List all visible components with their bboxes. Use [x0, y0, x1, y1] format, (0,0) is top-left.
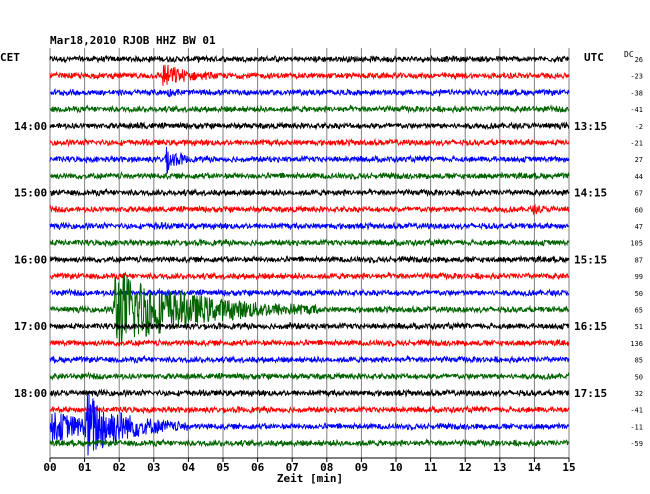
- x-tick-label: 08: [320, 461, 333, 474]
- seismogram-trace-row-20: [49, 388, 570, 398]
- left-hour-label: 18:00: [14, 387, 47, 400]
- seismogram-trace-row-5: [49, 137, 570, 148]
- seismogram-trace-row-9: [49, 203, 570, 216]
- dc-offset-label: 50: [635, 290, 643, 298]
- right-hour-label: 15:15: [574, 253, 607, 266]
- x-tick-label: 13: [493, 461, 506, 474]
- x-tick-label: 11: [424, 461, 438, 474]
- dc-offset-label: 50: [635, 373, 643, 381]
- x-tick-label: 12: [459, 461, 472, 474]
- dc-offset-label: -11: [630, 423, 643, 431]
- dc-offset-label: -2: [635, 123, 643, 131]
- left-hour-label: 16:00: [14, 253, 47, 266]
- dc-offset-label: 27: [635, 156, 643, 164]
- dc-offset-label: -21: [630, 140, 643, 148]
- left-timezone-label: CET: [0, 51, 20, 64]
- seismogram-trace-row-8: [49, 187, 570, 198]
- grid: [49, 48, 570, 462]
- seismogram-trace-row-14: [49, 287, 570, 298]
- dc-offset-label: 32: [635, 390, 643, 398]
- dc-offset-label: 85: [635, 357, 643, 365]
- x-tick-label: 01: [78, 461, 92, 474]
- x-tick-label: 09: [355, 461, 368, 474]
- right-hour-label: 16:15: [574, 320, 607, 333]
- dc-offset-label: 51: [635, 323, 643, 331]
- x-tick-label: 03: [147, 461, 160, 474]
- plot-title: Mar18,2010 RJOB HHZ BW 01: [50, 34, 216, 47]
- dc-offset-label: 44: [635, 173, 643, 181]
- x-tick-label: 06: [251, 461, 265, 474]
- seismogram-trace-row-10: [49, 221, 570, 231]
- right-hour-label: 14:15: [574, 187, 607, 200]
- left-hour-label: 17:00: [14, 320, 47, 333]
- left-hour-label: 15:00: [14, 187, 47, 200]
- seismogram-trace-row-16: [49, 321, 570, 331]
- dc-offset-label: -41: [630, 407, 643, 415]
- dc-offset-label: -38: [630, 89, 643, 97]
- seismogram-trace-row-0: [49, 54, 570, 64]
- dc-offset-label: 65: [635, 307, 643, 315]
- dc-offset-label: 60: [635, 206, 643, 214]
- dc-offset-label: -23: [630, 73, 643, 81]
- seismogram-trace-row-6: [49, 146, 570, 175]
- dc-offset-label: 47: [635, 223, 643, 231]
- seismogram-trace-row-12: [49, 254, 570, 265]
- right-timezone-label: UTC: [584, 51, 604, 64]
- x-tick-label: 04: [182, 461, 196, 474]
- seismogram-trace-row-4: [49, 121, 570, 131]
- x-axis-label: Zeit [min]: [277, 472, 343, 485]
- x-tick-label: 15: [562, 461, 575, 474]
- seismogram-trace-row-21: [49, 404, 570, 415]
- x-tick-label: 02: [113, 461, 126, 474]
- dc-offset-label: -41: [630, 106, 643, 114]
- x-tick-label: 05: [216, 461, 229, 474]
- dc-offset-label: 26: [635, 56, 643, 64]
- seismogram-trace-row-1: [49, 64, 570, 86]
- x-tick-label: 10: [389, 461, 402, 474]
- right-hour-label: 17:15: [574, 387, 607, 400]
- seismogram-trace-row-18: [49, 354, 570, 365]
- seismogram-traces: [49, 54, 570, 456]
- seismogram-trace-row-17: [49, 338, 570, 348]
- left-hour-label: 14:00: [14, 120, 47, 133]
- seismogram-trace-row-13: [49, 271, 570, 281]
- seismogram-trace-row-2: [49, 87, 570, 98]
- seismogram-trace-row-15: [49, 273, 570, 346]
- seismogram-trace-row-3: [49, 103, 570, 114]
- right-hour-label: 13:15: [574, 120, 607, 133]
- seismogram-trace-row-19: [49, 371, 570, 381]
- seismogram-trace-row-22: [49, 394, 570, 456]
- dc-offset-label: 67: [635, 190, 643, 198]
- seismogram-trace-row-7: [50, 171, 570, 181]
- dc-offset-label: 87: [635, 256, 643, 264]
- axis-labels: 00 01 02 03 04 05 06 07 08 09 10 11 12 13 14 15 26 -23 -38…: [14, 56, 643, 474]
- seismogram-trace-row-11: [49, 237, 570, 248]
- x-tick-label: 00: [43, 461, 56, 474]
- x-tick-label: 14: [528, 461, 542, 474]
- x-tick-label: 07: [286, 461, 299, 474]
- dc-offset-label: -59: [630, 440, 643, 448]
- dc-header-label: DC: [624, 50, 634, 59]
- dc-offset-label: 136: [630, 340, 643, 348]
- dc-offset-label: 99: [635, 273, 643, 281]
- seismogram-trace-row-23: [49, 438, 570, 448]
- dc-offset-label: 105: [630, 240, 643, 248]
